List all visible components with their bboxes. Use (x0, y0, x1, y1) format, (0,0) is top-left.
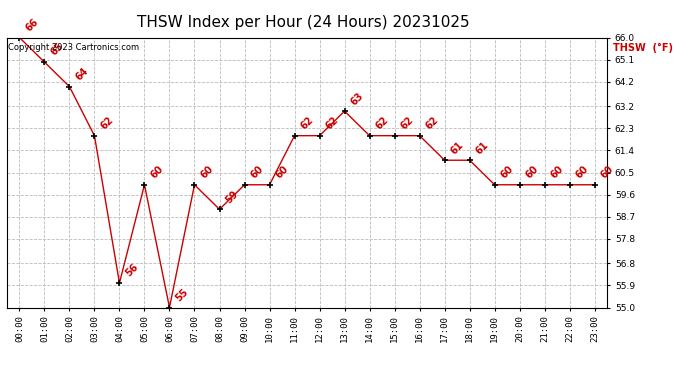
Text: 62: 62 (299, 115, 315, 132)
Text: 60: 60 (574, 164, 591, 181)
Text: 60: 60 (524, 164, 540, 181)
Text: 60: 60 (599, 164, 615, 181)
Text: 60: 60 (499, 164, 515, 181)
Text: 65: 65 (48, 41, 65, 58)
Text: 60: 60 (148, 164, 165, 181)
Text: 60: 60 (248, 164, 265, 181)
Text: 55: 55 (174, 287, 190, 303)
Text: 62: 62 (399, 115, 415, 132)
Text: 60: 60 (549, 164, 565, 181)
Text: 63: 63 (348, 90, 365, 107)
Text: 66: 66 (23, 17, 40, 33)
Text: THSW Index per Hour (24 Hours) 20231025: THSW Index per Hour (24 Hours) 20231025 (137, 15, 470, 30)
Text: 61: 61 (448, 140, 465, 156)
Text: 60: 60 (199, 164, 215, 181)
Text: 64: 64 (74, 66, 90, 82)
Text: 62: 62 (99, 115, 115, 132)
Text: 62: 62 (324, 115, 340, 132)
Text: 59: 59 (224, 189, 240, 205)
Text: 60: 60 (274, 164, 290, 181)
Text: THSW  (°F): THSW (°F) (613, 43, 673, 53)
Text: 56: 56 (124, 262, 140, 279)
Text: Copyright 2023 Cartronics.com: Copyright 2023 Cartronics.com (8, 43, 139, 52)
Text: 62: 62 (374, 115, 391, 132)
Text: 62: 62 (424, 115, 440, 132)
Text: 61: 61 (474, 140, 491, 156)
